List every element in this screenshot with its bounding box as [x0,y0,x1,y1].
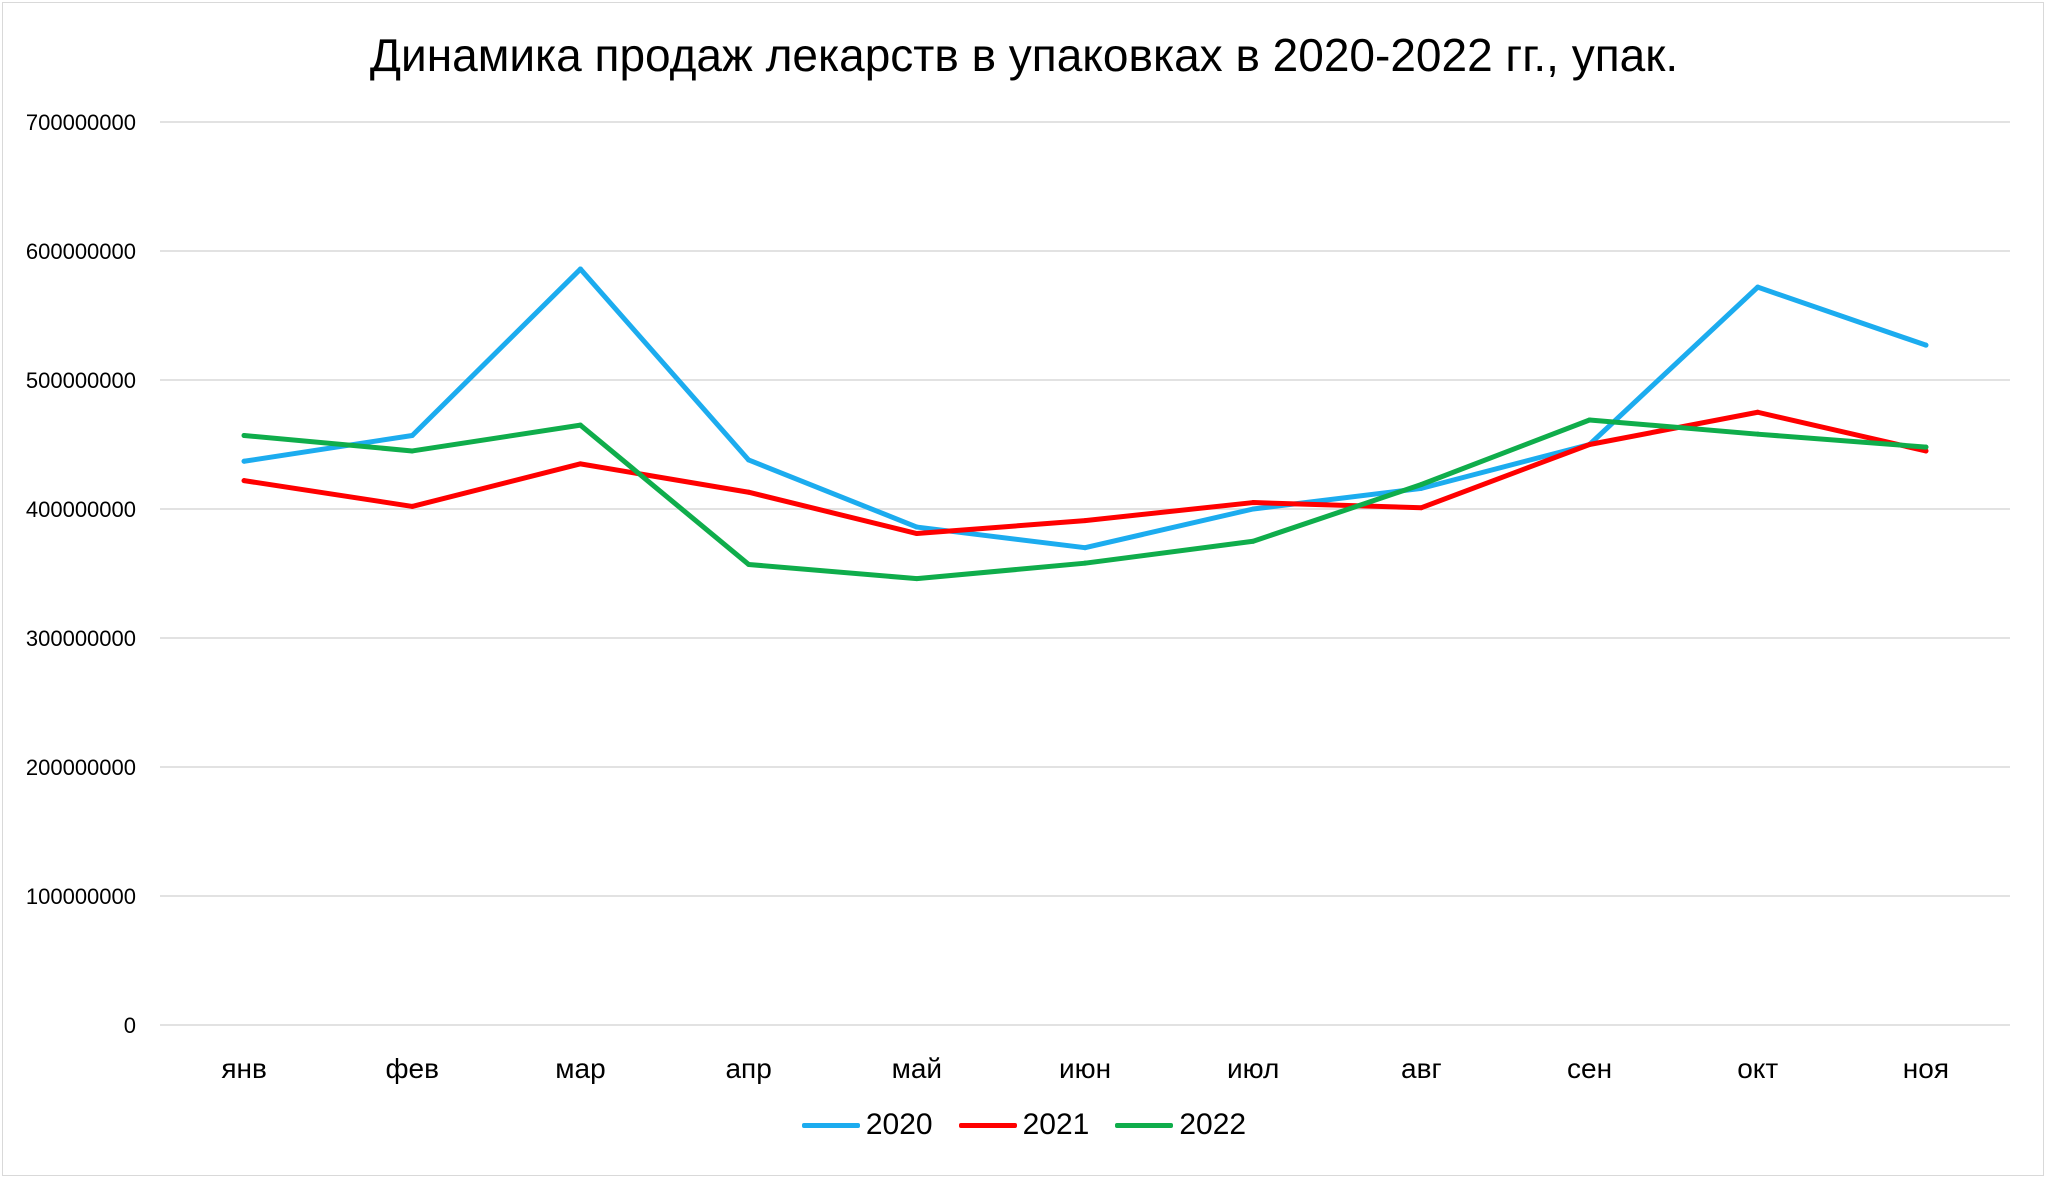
data-point-2021-фев [409,503,415,509]
data-point-2021-ноя [1923,448,1929,454]
x-tick-label: сен [1567,1053,1612,1084]
y-tick-label: 400000000 [26,497,136,522]
y-tick-label: 300000000 [26,626,136,651]
data-point-2021-июл [1250,500,1256,506]
data-point-2021-янв [241,478,247,484]
data-point-2020-май [914,524,920,530]
series-line-2020 [241,266,1929,551]
data-point-2022-фев [409,448,415,454]
data-point-2020-ноя [1923,342,1929,348]
data-point-2020-янв [241,458,247,464]
data-point-2020-фев [409,432,415,438]
x-tick-label: июн [1059,1053,1111,1084]
data-point-2020-июл [1250,506,1256,512]
y-tick-label: 500000000 [26,368,136,393]
data-point-2022-ноя [1923,444,1929,450]
x-tick-label: апр [725,1053,771,1084]
x-tick-label: авг [1401,1053,1442,1084]
x-tick-label: ноя [1903,1053,1949,1084]
x-tick-label: июл [1227,1053,1279,1084]
data-point-2021-апр [746,489,752,495]
y-tick-label: 0 [124,1013,136,1038]
data-point-2021-окт [1755,409,1761,415]
data-point-2020-апр [746,457,752,463]
data-point-2020-мар [577,266,583,272]
y-tick-label: 200000000 [26,755,136,780]
legend-item-2020: 2020 [801,1108,933,1142]
legend-label: 2021 [1022,1108,1090,1141]
y-tick-label: 700000000 [26,110,136,135]
data-point-2022-май [914,576,920,582]
data-point-2022-июл [1250,538,1256,544]
data-point-2021-июн [1082,518,1088,524]
data-point-2022-авг [1418,481,1424,487]
chart-title: Динамика продаж лекарств в упаковках в 2… [369,29,1679,81]
legend-swatch [1115,1122,1174,1128]
x-tick-label: фев [386,1053,439,1084]
data-point-2020-окт [1755,284,1761,290]
data-point-2020-июн [1082,545,1088,551]
x-tick-label: мар [555,1053,605,1084]
data-point-2022-апр [746,561,752,567]
data-point-2021-сен [1587,442,1593,447]
data-point-2021-май [914,531,920,537]
series-line-2022 [241,417,1929,582]
series-line-2021 [241,409,1929,537]
data-point-2022-янв [241,432,247,438]
data-point-2021-авг [1418,505,1424,511]
legend-item-2022: 2022 [1115,1108,1246,1142]
legend-label: 2022 [1179,1108,1247,1141]
x-tick-label: май [892,1053,942,1084]
x-tick-label: окт [1737,1053,1778,1084]
x-tick-label: янв [221,1053,267,1084]
data-point-2021-мар [577,461,583,467]
legend-item-2021: 2021 [958,1108,1090,1142]
chart-legend: 2020 2021 2022 [0,1108,2048,1142]
data-point-2022-окт [1755,431,1761,437]
data-point-2022-мар [577,422,583,428]
legend-swatch [801,1122,860,1128]
data-point-2022-сен [1587,417,1593,423]
data-point-2022-июн [1082,560,1088,566]
legend-swatch [958,1122,1017,1128]
y-tick-label: 100000000 [26,884,136,909]
y-tick-label: 600000000 [26,239,136,264]
legend-label: 2020 [865,1108,933,1141]
